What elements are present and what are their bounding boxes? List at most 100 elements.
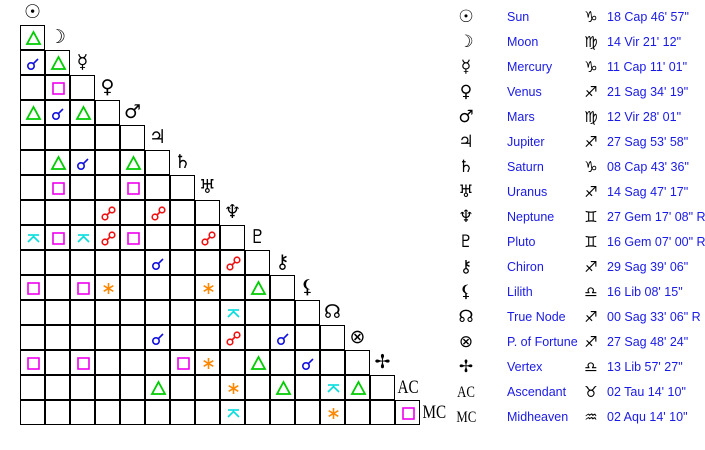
trine-icon <box>249 279 267 295</box>
aspect-cell-empty <box>69 199 95 225</box>
planet-name: Sun <box>507 10 530 24</box>
aspect-cell-opposition <box>144 199 170 225</box>
pluto-icon: ♇ <box>458 232 474 252</box>
aspect-cell-empty <box>94 99 120 125</box>
aspect-cell-empty <box>219 274 245 300</box>
saturn-icon: ♄ <box>173 151 192 173</box>
mercury-icon: ☿ <box>76 51 89 73</box>
aspect-cell-empty <box>194 199 220 225</box>
planet-name: Jupiter <box>507 135 545 149</box>
aspect-cell-empty <box>319 324 345 350</box>
north-node-icon: ☊ <box>458 307 474 327</box>
aspect-cell-trine <box>44 149 70 175</box>
opposition-icon <box>200 230 216 246</box>
capricorn-icon: ♑ <box>584 8 598 26</box>
trine-icon <box>24 104 42 120</box>
opposition-icon <box>150 205 166 221</box>
aspect-cell-trine <box>244 349 270 375</box>
aspect-cell-trine <box>269 374 295 400</box>
aspect-cell-quincunx <box>219 399 245 425</box>
aspect-cell-empty <box>69 299 95 325</box>
square-icon <box>51 231 65 245</box>
planet-name: Lilith <box>507 285 533 299</box>
opposition-icon <box>225 255 241 271</box>
aspect-cell-empty <box>69 249 95 275</box>
quincunx-icon <box>76 233 90 243</box>
sagittarius-icon: ♐ <box>584 308 598 326</box>
planet-position: 29 Sag 39' 06" <box>607 260 689 274</box>
aspect-cell-empty <box>69 324 95 350</box>
aspect-cell-empty <box>194 249 220 275</box>
planet-row: ☉ Sun ♑ 18 Cap 46' 57" <box>450 5 705 30</box>
aspect-cell-empty <box>19 324 45 350</box>
aspect-grid: ☉ ☽ ☿ ♀ ♂ ♃ ♄ ♅ ♆ ♇ ⚷ ⚸ ☊ ⊗ ✢ AC MC <box>19 1 446 425</box>
virgo-icon: ♍ <box>584 108 598 126</box>
aspect-cell-conjunction <box>44 99 70 125</box>
pluto-icon: ♇ <box>248 226 267 248</box>
planet-name: Neptune <box>507 210 555 224</box>
aspect-cell-empty <box>244 324 270 350</box>
planet-name: Saturn <box>507 160 544 174</box>
aspect-cell-trine <box>19 24 45 50</box>
quincunx-icon <box>226 408 240 418</box>
aspect-cell-empty <box>369 399 395 425</box>
aspect-cell-quincunx <box>69 224 95 250</box>
aspect-cell-trine <box>144 374 170 400</box>
aspect-cell-opposition <box>194 224 220 250</box>
sun-icon: ☉ <box>458 7 474 27</box>
aspect-cell-empty <box>119 374 145 400</box>
square-icon <box>126 181 140 195</box>
mars-icon: ♂ <box>458 107 474 127</box>
aspect-cell-empty <box>69 399 95 425</box>
planet-row: ☽ Moon ♍ 14 Vir 21' 12" <box>450 30 705 55</box>
planet-position: 16 Gem 07' 00" R <box>607 235 705 249</box>
conjunction-icon <box>76 157 89 170</box>
aspect-cell-sextile <box>194 349 220 375</box>
planet-position: 11 Cap 11' 01" <box>607 60 688 74</box>
aspect-cell-empty <box>69 374 95 400</box>
vertex-icon: ✢ <box>458 357 474 377</box>
planet-row: ☊ True Node ♐ 00 Sag 33' 06" R <box>450 305 705 330</box>
part-of-fortune-icon: ⊗ <box>458 332 474 352</box>
aspect-cell-empty <box>319 349 345 375</box>
aspect-cell-square <box>19 349 45 375</box>
planet-position: 08 Cap 43' 36" <box>607 160 689 174</box>
planet-position: 21 Sag 34' 19" <box>607 85 689 99</box>
moon-icon: ☽ <box>458 32 474 52</box>
conjunction-icon <box>276 332 289 345</box>
aspect-cell-quincunx <box>19 224 45 250</box>
sextile-icon <box>202 282 214 294</box>
planet-name: Midheaven <box>507 410 569 424</box>
aspect-cell-empty <box>344 349 370 375</box>
aspect-cell-sextile <box>319 399 345 425</box>
planet-row: ♂ Mars ♍ 12 Vir 28' 01" <box>450 105 705 130</box>
aspect-cell-empty <box>194 299 220 325</box>
ascendant-icon: AC <box>457 384 475 401</box>
planet-row: ⚷ Chiron ♐ 29 Sag 39' 06" <box>450 255 705 280</box>
trine-icon <box>74 104 92 120</box>
square-icon <box>176 356 190 370</box>
planet-name: Pluto <box>507 235 536 249</box>
square-icon <box>76 356 90 370</box>
libra-icon: ♎ <box>584 283 598 301</box>
virgo-icon: ♍ <box>584 33 598 51</box>
planet-position: 16 Lib 08' 15" <box>607 285 683 299</box>
planet-positions-table: ☉ Sun ♑ 18 Cap 46' 57" ☽ Moon ♍ 14 Vir 21' 12" ☿… <box>450 0 705 450</box>
aspect-cell-square <box>69 349 95 375</box>
aspect-cell-empty <box>269 299 295 325</box>
lilith-icon: ⚸ <box>459 282 473 302</box>
sagittarius-icon: ♐ <box>584 83 598 101</box>
aspect-cell-trine <box>344 374 370 400</box>
aspect-cell-empty <box>94 349 120 375</box>
conjunction-icon <box>151 257 164 270</box>
aspect-cell-empty <box>144 399 170 425</box>
aspect-cell-empty <box>169 374 195 400</box>
aspect-cell-opposition <box>94 224 120 250</box>
aspect-cell-empty <box>294 299 320 325</box>
aspect-cell-empty <box>69 124 95 150</box>
planet-row: ♅ Uranus ♐ 14 Sag 47' 17" <box>450 180 705 205</box>
neptune-icon: ♆ <box>458 207 474 227</box>
neptune-icon: ♆ <box>223 201 242 223</box>
aspect-cell-trine <box>244 274 270 300</box>
square-icon <box>51 81 65 95</box>
